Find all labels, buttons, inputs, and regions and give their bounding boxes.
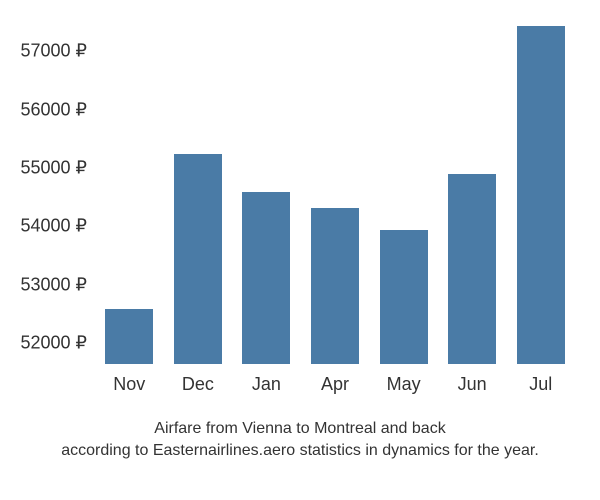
bar-dec — [174, 154, 222, 364]
x-tick-label: Dec — [182, 374, 214, 395]
bar-jun — [448, 174, 496, 364]
chart-caption: Airfare from Vienna to Montreal and back… — [0, 418, 600, 461]
bar-slot: Dec — [164, 14, 233, 364]
caption-line-2: according to Easternairlines.aero statis… — [0, 440, 600, 462]
y-tick-label: 58000 ₽ — [20, 0, 95, 4]
bar-slot: Nov — [95, 14, 164, 364]
airfare-bar-chart: 52000 ₽ 53000 ₽ 54000 ₽ 55000 ₽ 56000 ₽ … — [0, 0, 600, 500]
x-tick-label: May — [387, 374, 421, 395]
x-tick-label: Apr — [321, 374, 349, 395]
bar-slot: Jan — [232, 14, 301, 364]
x-tick-label: Jul — [529, 374, 552, 395]
bar-jan — [242, 192, 290, 364]
x-tick-label: Jan — [252, 374, 281, 395]
bar-may — [380, 230, 428, 364]
x-tick-label: Nov — [113, 374, 145, 395]
bar-slot: Jul — [506, 14, 575, 364]
y-tick-label: 52000 ₽ — [20, 333, 95, 354]
caption-line-1: Airfare from Vienna to Montreal and back — [0, 418, 600, 440]
bar-slot: Apr — [301, 14, 370, 364]
y-tick-label: 55000 ₽ — [20, 158, 95, 179]
bar-slot: Jun — [438, 14, 507, 364]
y-tick-label: 54000 ₽ — [20, 216, 95, 237]
x-tick-label: Jun — [458, 374, 487, 395]
y-tick-label: 53000 ₽ — [20, 274, 95, 295]
bar-jul — [517, 26, 565, 364]
bar-slot: May — [369, 14, 438, 364]
bars-container: Nov Dec Jan Apr May Jun — [95, 14, 575, 364]
plot-area: 52000 ₽ 53000 ₽ 54000 ₽ 55000 ₽ 56000 ₽ … — [95, 14, 575, 364]
bar-nov — [105, 309, 153, 364]
bar-apr — [311, 208, 359, 364]
y-tick-label: 56000 ₽ — [20, 99, 95, 120]
y-tick-label: 57000 ₽ — [20, 41, 95, 62]
